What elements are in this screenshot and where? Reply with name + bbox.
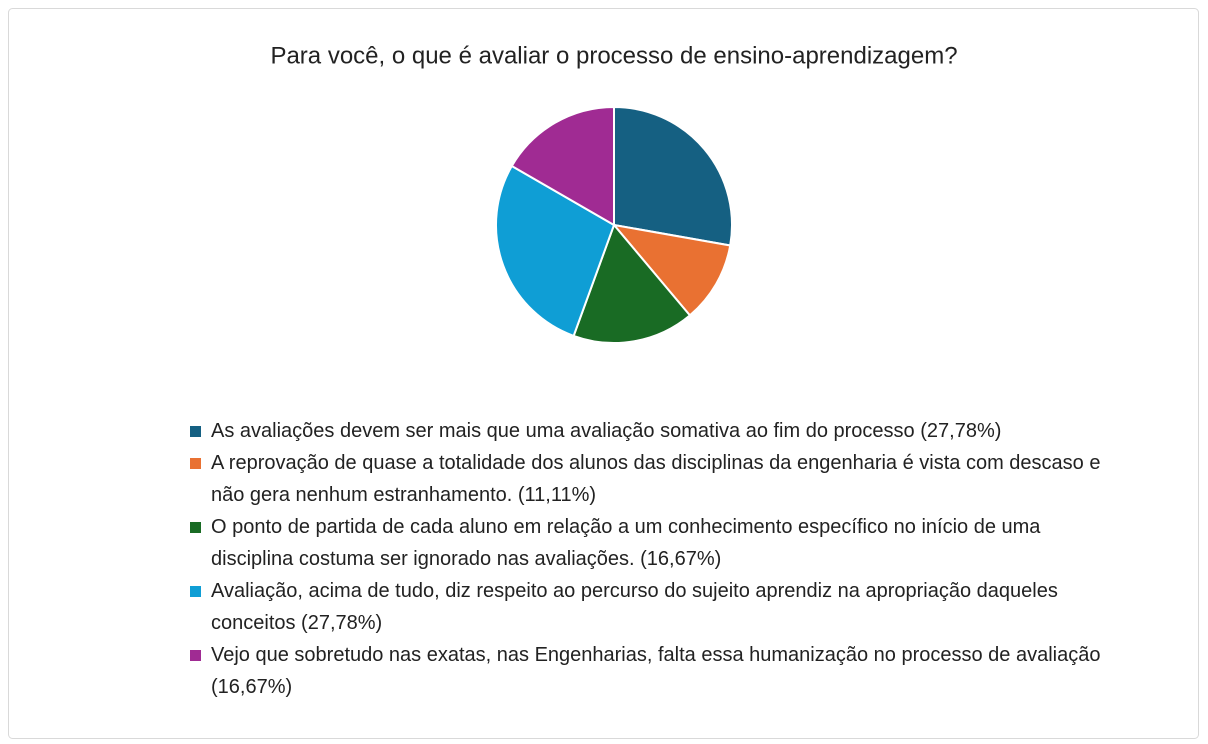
chart-border bbox=[8, 8, 1199, 739]
pie-slice bbox=[611, 223, 732, 317]
legend-swatch bbox=[190, 650, 201, 661]
legend-item: Vejo que sobretudo nas exatas, nas Engen… bbox=[190, 639, 1115, 703]
legend-item: O ponto de partida de cada aluno em rela… bbox=[190, 511, 1115, 575]
pie-slice bbox=[613, 105, 733, 247]
legend-item: As avaliações devem ser mais que uma ava… bbox=[190, 415, 1115, 447]
legend-label: O ponto de partida de cada aluno em rela… bbox=[211, 516, 1041, 570]
legend-swatch bbox=[190, 426, 201, 437]
pie-slice bbox=[572, 223, 692, 344]
pie-slice bbox=[510, 105, 615, 227]
legend-label: As avaliações devem ser mais que uma ava… bbox=[211, 420, 1002, 442]
legend-label: Avaliação, acima de tudo, diz respeito a… bbox=[211, 580, 1058, 634]
legend-label: Vejo que sobretudo nas exatas, nas Engen… bbox=[211, 644, 1101, 698]
legend: As avaliações devem ser mais que uma ava… bbox=[190, 415, 1115, 703]
legend-swatch bbox=[190, 586, 201, 597]
legend-swatch bbox=[190, 458, 201, 469]
chart-title: Para você, o que é avaliar o processo de… bbox=[270, 42, 957, 69]
legend-item: A reprovação de quase a totalidade dos a… bbox=[190, 447, 1115, 511]
legend-label: A reprovação de quase a totalidade dos a… bbox=[211, 452, 1101, 506]
legend-swatch bbox=[190, 522, 201, 533]
legend-item: Avaliação, acima de tudo, diz respeito a… bbox=[190, 575, 1115, 639]
